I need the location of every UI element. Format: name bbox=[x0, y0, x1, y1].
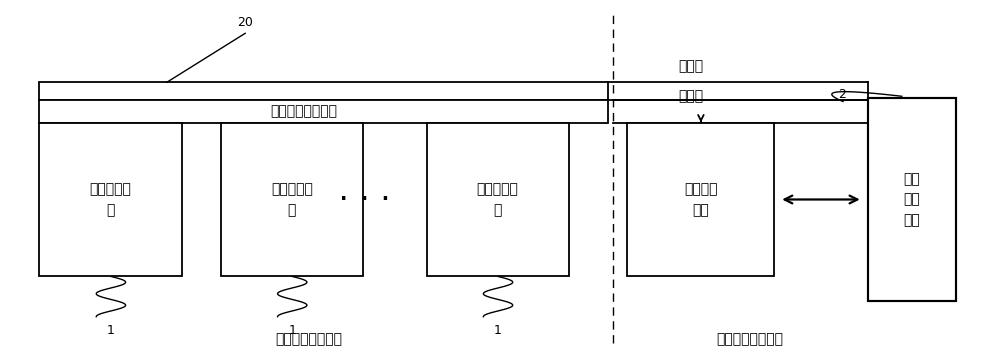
Text: 2: 2 bbox=[838, 88, 846, 101]
Text: 串行高速传输总线: 串行高速传输总线 bbox=[270, 104, 338, 118]
Text: 密封电子单
元: 密封电子单 元 bbox=[271, 182, 313, 217]
Text: 1: 1 bbox=[494, 324, 502, 337]
Text: 接收声系（高压）: 接收声系（高压） bbox=[275, 332, 342, 346]
Bar bbox=[39, 82, 608, 100]
Text: 密封电子单
元: 密封电子单 元 bbox=[90, 182, 131, 217]
Text: 主电子舶（常压）: 主电子舶（常压） bbox=[716, 332, 783, 346]
Bar bbox=[627, 122, 774, 276]
Bar bbox=[426, 122, 569, 276]
Text: 井下
仪器
总线: 井下 仪器 总线 bbox=[903, 172, 920, 227]
Text: 20: 20 bbox=[237, 16, 253, 29]
Bar bbox=[221, 122, 363, 276]
Bar bbox=[39, 100, 608, 122]
Text: 1: 1 bbox=[107, 324, 115, 337]
Text: 时钟线: 时钟线 bbox=[678, 60, 703, 74]
Text: ·  ·  ·: · · · bbox=[340, 190, 389, 209]
Text: 1: 1 bbox=[288, 324, 296, 337]
Bar bbox=[868, 98, 956, 301]
Bar bbox=[39, 122, 182, 276]
Text: 数据线: 数据线 bbox=[678, 89, 703, 103]
Text: 主控电子
单元: 主控电子 单元 bbox=[684, 182, 718, 217]
Text: 密封电子单
元: 密封电子单 元 bbox=[477, 182, 518, 217]
